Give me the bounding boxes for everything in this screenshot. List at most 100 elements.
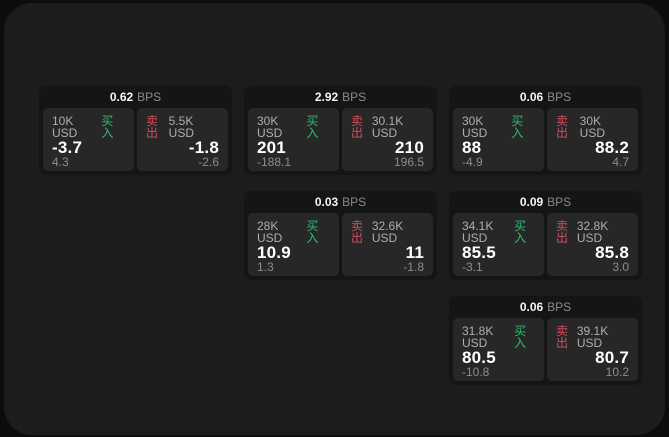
buy-amount: 30K USD (257, 114, 283, 140)
sell-panel[interactable]: 卖出 39.1K USD 80.7 10.2 (547, 318, 638, 381)
sell-price: 85.8 (595, 243, 629, 262)
sell-panel-top: 卖出 5.5K USD (146, 115, 219, 139)
buy-sell-panels: 31.8K USD 买入 80.5 -10.8 卖出 39.1K USD 80.… (453, 318, 638, 381)
sell-amount: 30K USD (579, 114, 606, 140)
buy-sell-panels: 30K USD 买入 88 -4.9 卖出 30K USD 88.2 4.7 (453, 108, 638, 171)
buy-sub-value: -188.1 (257, 155, 292, 169)
buy-sell-panels: 28K USD 买入 10.9 1.3 卖出 32.6K USD 11 -1.8 (248, 213, 433, 276)
bps-header: 0.06 BPS (453, 296, 638, 318)
buy-tag: 买入 (306, 114, 319, 140)
buy-sub-value: 1.3 (257, 260, 274, 274)
sell-tag: 卖出 (351, 219, 364, 245)
buy-tag: 买入 (514, 324, 527, 350)
bps-header: 0.09 BPS (453, 191, 638, 213)
sell-tag: 卖出 (146, 114, 159, 140)
buy-tag: 买入 (514, 219, 527, 245)
quote-card: 0.62 BPS 10K USD 买入 -3.7 4.3 卖出 5.5K USD (39, 86, 232, 175)
buy-price: 201 (257, 138, 286, 157)
sell-amount: 39.1K USD (576, 324, 609, 350)
sell-panel-top: 卖出 32.8K USD (556, 220, 629, 244)
sell-price: 80.7 (595, 348, 629, 367)
bps-header: 0.62 BPS (43, 86, 228, 108)
sell-tag: 卖出 (556, 114, 569, 140)
bps-value: 0.06 (519, 90, 544, 104)
bps-header: 0.03 BPS (248, 191, 433, 213)
buy-tag: 买入 (306, 219, 319, 245)
sell-panel-top: 卖出 39.1K USD (556, 325, 629, 349)
sell-panel[interactable]: 卖出 30.1K USD 210 196.5 (342, 108, 433, 171)
bps-unit-label: BPS (342, 195, 367, 209)
quote-cards-grid: 0.62 BPS 10K USD 买入 -3.7 4.3 卖出 5.5K USD (39, 86, 642, 385)
buy-panel-top: 31.8K USD 买入 (462, 325, 535, 349)
sell-panel-top: 卖出 30K USD (556, 115, 629, 139)
sell-amount: 5.5K USD (168, 114, 194, 140)
buy-panel-top: 34.1K USD 买入 (462, 220, 535, 244)
bps-value: 0.06 (519, 300, 544, 314)
sell-price: -1.8 (188, 138, 219, 157)
app-surface: 0.62 BPS 10K USD 买入 -3.7 4.3 卖出 5.5K USD (4, 3, 665, 435)
sell-panel-top: 卖出 32.6K USD (351, 220, 424, 244)
sell-sub-value: 3.0 (612, 260, 629, 274)
buy-sell-panels: 30K USD 买入 201 -188.1 卖出 30.1K USD 210 1… (248, 108, 433, 171)
sell-tag: 卖出 (556, 324, 569, 350)
sell-sub-value: -1.8 (403, 260, 424, 274)
buy-amount: 31.8K USD (462, 324, 494, 350)
buy-panel-top: 10K USD 买入 (52, 115, 125, 139)
bps-value: 0.03 (314, 195, 339, 209)
buy-sell-panels: 34.1K USD 买入 85.5 -3.1 卖出 32.8K USD 85.8… (453, 213, 638, 276)
sell-panel[interactable]: 卖出 5.5K USD -1.8 -2.6 (137, 108, 228, 171)
sell-amount: 32.8K USD (576, 219, 609, 245)
sell-sub-value: 196.5 (393, 155, 424, 169)
sell-panel[interactable]: 卖出 32.6K USD 11 -1.8 (342, 213, 433, 276)
bps-unit-label: BPS (547, 195, 572, 209)
bps-header: 0.06 BPS (453, 86, 638, 108)
bps-header: 2.92 BPS (248, 86, 433, 108)
sell-sub-value: 10.2 (605, 365, 629, 379)
buy-sell-panels: 10K USD 买入 -3.7 4.3 卖出 5.5K USD -1.8 -2.… (43, 108, 228, 171)
bps-unit-label: BPS (137, 90, 162, 104)
buy-price: 85.5 (462, 243, 496, 262)
quote-card: 0.09 BPS 34.1K USD 买入 85.5 -3.1 卖出 32.8K… (449, 191, 642, 280)
buy-panel[interactable]: 31.8K USD 买入 80.5 -10.8 (453, 318, 544, 381)
bps-unit-label: BPS (547, 300, 572, 314)
buy-tag: 买入 (511, 114, 524, 140)
buy-tag: 买入 (101, 114, 114, 140)
buy-price: -3.7 (52, 138, 83, 157)
buy-panel-top: 30K USD 买入 (462, 115, 535, 139)
buy-panel-top: 30K USD 买入 (257, 115, 330, 139)
buy-panel[interactable]: 28K USD 买入 10.9 1.3 (248, 213, 339, 276)
sell-tag: 卖出 (556, 219, 569, 245)
buy-panel[interactable]: 30K USD 买入 201 -188.1 (248, 108, 339, 171)
buy-panel[interactable]: 34.1K USD 买入 85.5 -3.1 (453, 213, 544, 276)
quote-card: 0.03 BPS 28K USD 买入 10.9 1.3 卖出 32.6K US… (244, 191, 437, 280)
quote-card: 2.92 BPS 30K USD 买入 201 -188.1 卖出 30.1K … (244, 86, 437, 175)
bps-value: 2.92 (314, 90, 339, 104)
sell-sub-value: 4.7 (612, 155, 629, 169)
sell-panel[interactable]: 卖出 32.8K USD 85.8 3.0 (547, 213, 638, 276)
buy-panel-top: 28K USD 买入 (257, 220, 330, 244)
sell-price: 11 (405, 243, 424, 262)
quote-card: 0.06 BPS 31.8K USD 买入 80.5 -10.8 卖出 39.1… (449, 296, 642, 385)
sell-price: 88.2 (595, 138, 629, 157)
sell-panel-top: 卖出 30.1K USD (351, 115, 424, 139)
buy-amount: 28K USD (257, 219, 283, 245)
buy-sub-value: -4.9 (462, 155, 483, 169)
sell-panel[interactable]: 卖出 30K USD 88.2 4.7 (547, 108, 638, 171)
buy-sub-value: -3.1 (462, 260, 483, 274)
buy-price: 80.5 (462, 348, 496, 367)
bps-value: 0.09 (519, 195, 544, 209)
buy-price: 88 (462, 138, 482, 157)
buy-amount: 34.1K USD (462, 219, 494, 245)
buy-sub-value: -10.8 (462, 365, 490, 379)
bps-value: 0.62 (109, 90, 134, 104)
sell-amount: 32.6K USD (371, 219, 404, 245)
buy-price: 10.9 (257, 243, 291, 262)
buy-panel[interactable]: 30K USD 买入 88 -4.9 (453, 108, 544, 171)
bps-unit-label: BPS (547, 90, 572, 104)
bps-unit-label: BPS (342, 90, 367, 104)
quote-card: 0.06 BPS 30K USD 买入 88 -4.9 卖出 30K USD (449, 86, 642, 175)
sell-sub-value: -2.6 (198, 155, 219, 169)
buy-sub-value: 4.3 (52, 155, 69, 169)
buy-amount: 10K USD (52, 114, 78, 140)
buy-panel[interactable]: 10K USD 买入 -3.7 4.3 (43, 108, 134, 171)
